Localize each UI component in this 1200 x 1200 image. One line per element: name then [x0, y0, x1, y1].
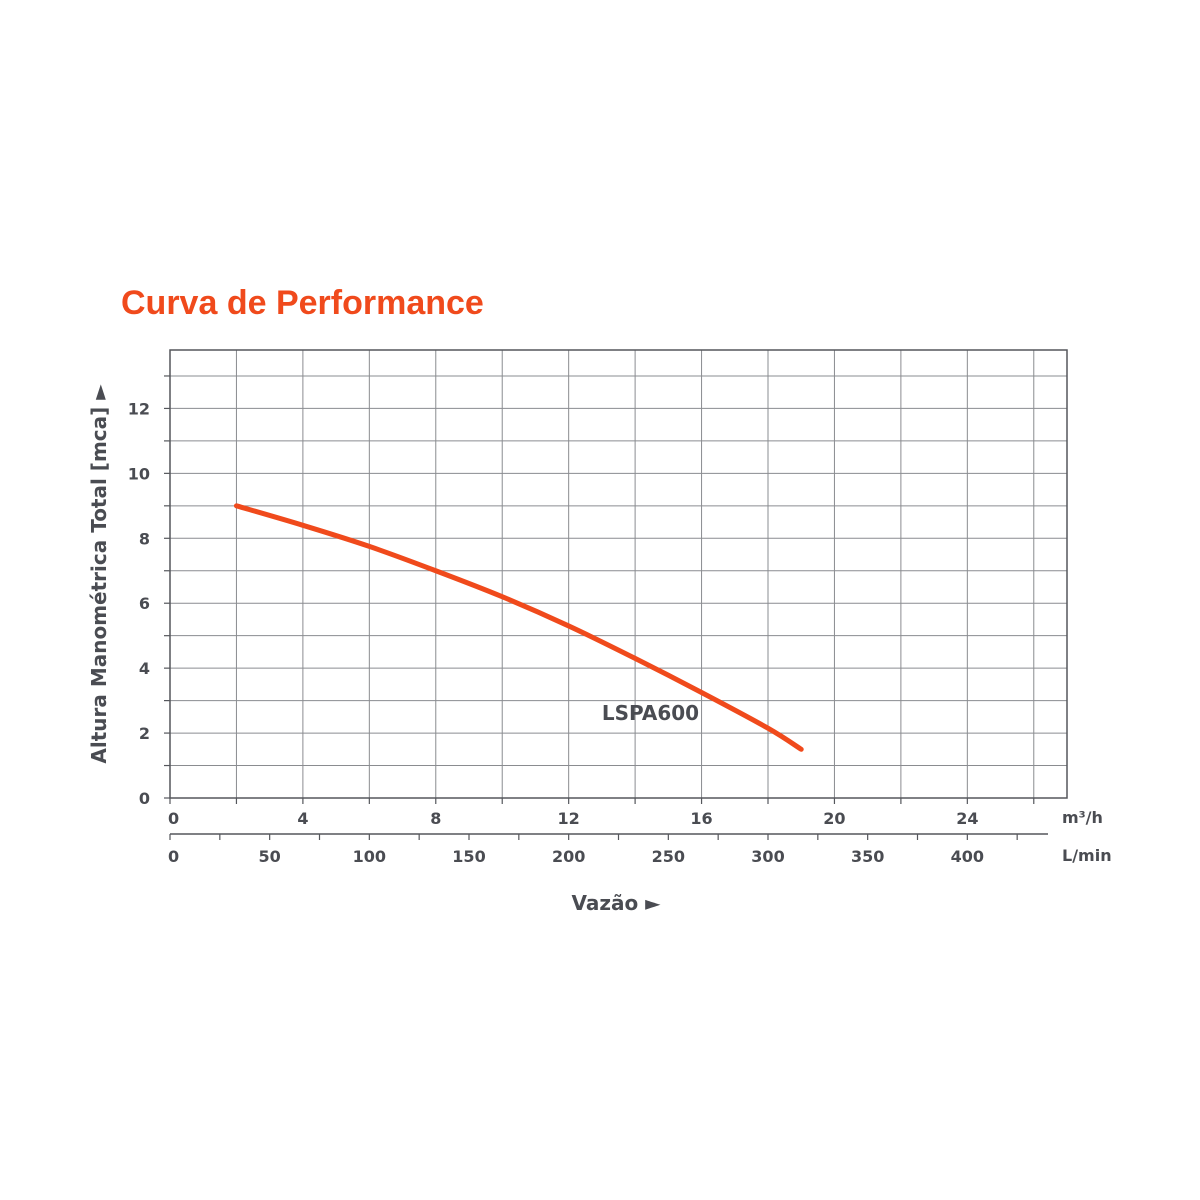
x-unit-primary: m³/h: [1062, 808, 1103, 827]
series: LSPA600: [233, 503, 804, 752]
x-tick-label-secondary: 0: [168, 847, 179, 866]
x-axis-label: Vazão ►: [571, 891, 661, 915]
x-tick-label-secondary: 350: [851, 847, 884, 866]
x-tick-label-secondary: 250: [652, 847, 685, 866]
x-tick-label-secondary: 400: [951, 847, 984, 866]
x-tick-label-primary: 16: [690, 809, 712, 828]
x-tick-label-secondary: 200: [552, 847, 585, 866]
axis-ticks: [164, 375, 1048, 840]
y-tick-label: 6: [139, 594, 150, 613]
y-tick-label: 12: [128, 399, 150, 418]
x-tick-label-secondary: 100: [353, 847, 386, 866]
y-tick-label: 4: [139, 659, 150, 678]
series-line-lspa600: [233, 503, 804, 752]
y-tick-label: 8: [139, 529, 150, 548]
x-tick-label-primary: 8: [430, 809, 441, 828]
x-tick-label-primary: 20: [823, 809, 845, 828]
y-tick-label: 2: [139, 724, 150, 743]
x-tick-label-secondary: 300: [751, 847, 784, 866]
x-tick-label-primary: 4: [297, 809, 308, 828]
x-tick-label-primary: 0: [168, 809, 179, 828]
y-tick-label: 10: [128, 464, 150, 483]
plot-frame: [169, 349, 1068, 799]
chart-title: Curva de Performance: [121, 284, 484, 322]
y-tick-label: 0: [139, 789, 150, 808]
x-tick-label-secondary: 50: [259, 847, 281, 866]
grid: [170, 350, 1067, 798]
x-tick-label-primary: 24: [956, 809, 978, 828]
x-tick-label-primary: 12: [558, 809, 580, 828]
y-axis-label: Altura Manométrica Total [mca] ►: [87, 384, 111, 764]
x-tick-label-secondary: 150: [452, 847, 485, 866]
x-unit-secondary: L/min: [1062, 846, 1112, 865]
series-label: LSPA600: [602, 701, 699, 725]
